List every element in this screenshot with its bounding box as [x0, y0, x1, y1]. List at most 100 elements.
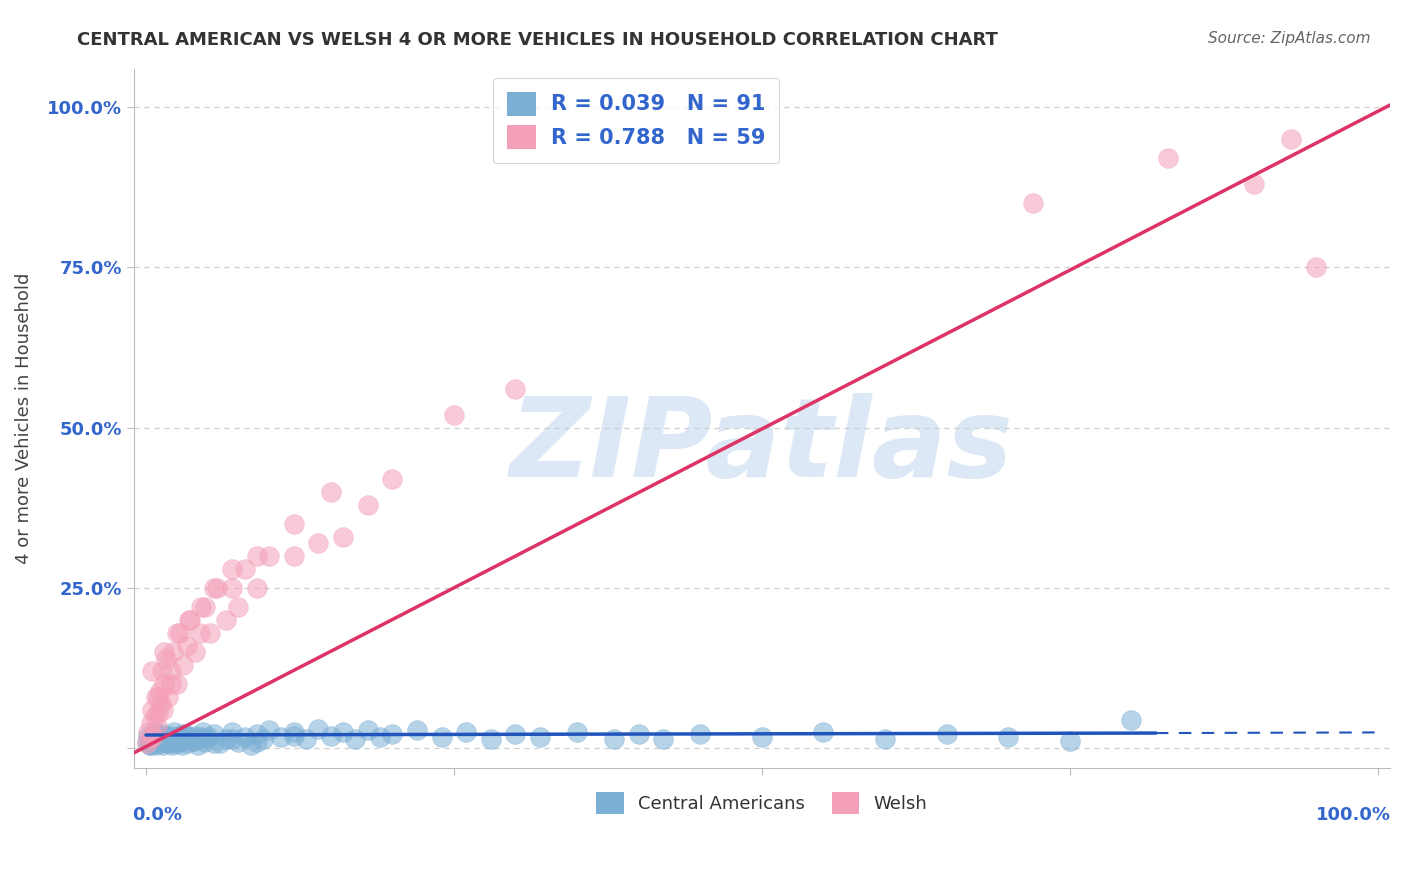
- Point: [179, 730, 201, 744]
- Point: [155, 651, 177, 665]
- Point: [148, 736, 170, 750]
- Point: [179, 613, 201, 627]
- Point: [149, 729, 172, 743]
- Point: [188, 731, 211, 746]
- Point: [157, 736, 180, 750]
- Point: [307, 536, 329, 550]
- Point: [169, 626, 191, 640]
- Point: [149, 697, 172, 711]
- Point: [406, 723, 429, 738]
- Point: [221, 731, 243, 746]
- Point: [194, 735, 217, 749]
- Point: [138, 731, 160, 746]
- Point: [344, 731, 367, 746]
- Point: [172, 727, 194, 741]
- Point: [381, 472, 404, 486]
- Point: [228, 600, 250, 615]
- Point: [443, 408, 465, 422]
- Point: [174, 727, 197, 741]
- Point: [138, 725, 160, 739]
- Point: [148, 690, 170, 705]
- Point: [270, 730, 292, 744]
- Point: [873, 731, 896, 746]
- Point: [163, 725, 186, 739]
- Point: [145, 690, 167, 705]
- Point: [170, 738, 193, 752]
- Point: [188, 626, 211, 640]
- Point: [368, 730, 391, 744]
- Point: [246, 735, 269, 749]
- Point: [283, 729, 305, 743]
- Point: [332, 530, 354, 544]
- Point: [751, 730, 773, 744]
- Point: [505, 382, 527, 396]
- Point: [603, 731, 626, 746]
- Point: [198, 626, 221, 640]
- Point: [177, 736, 200, 750]
- Point: [239, 738, 262, 752]
- Point: [142, 735, 165, 749]
- Point: [176, 639, 198, 653]
- Point: [142, 729, 165, 743]
- Point: [138, 738, 160, 752]
- Point: [159, 677, 181, 691]
- Point: [145, 738, 167, 752]
- Point: [456, 725, 478, 739]
- Point: [148, 706, 170, 721]
- Point: [221, 725, 243, 739]
- Point: [190, 730, 212, 744]
- Point: [221, 581, 243, 595]
- Point: [194, 600, 217, 615]
- Text: 0.0%: 0.0%: [132, 806, 183, 824]
- Point: [319, 484, 342, 499]
- Point: [169, 733, 191, 747]
- Point: [141, 665, 163, 679]
- Point: [150, 665, 173, 679]
- Point: [357, 723, 380, 738]
- Point: [307, 723, 329, 737]
- Point: [529, 730, 551, 744]
- Point: [283, 725, 305, 739]
- Point: [652, 731, 675, 746]
- Point: [190, 600, 212, 615]
- Point: [166, 626, 188, 640]
- Point: [627, 727, 650, 741]
- Point: [141, 703, 163, 717]
- Point: [156, 730, 179, 744]
- Point: [381, 727, 404, 741]
- Point: [1157, 151, 1180, 165]
- Point: [215, 731, 238, 746]
- Point: [166, 677, 188, 691]
- Point: [207, 581, 229, 595]
- Point: [146, 730, 169, 744]
- Point: [157, 690, 180, 705]
- Point: [150, 731, 173, 746]
- Point: [162, 645, 184, 659]
- Point: [1279, 132, 1302, 146]
- Point: [139, 715, 162, 730]
- Point: [184, 645, 207, 659]
- Point: [208, 736, 231, 750]
- Point: [152, 738, 174, 752]
- Point: [187, 738, 209, 752]
- Point: [1305, 260, 1327, 275]
- Point: [935, 727, 957, 741]
- Point: [430, 730, 453, 744]
- Point: [228, 735, 250, 749]
- Point: [136, 735, 159, 749]
- Point: [172, 731, 194, 746]
- Point: [202, 727, 225, 741]
- Point: [153, 727, 176, 741]
- Point: [162, 736, 184, 750]
- Point: [357, 498, 380, 512]
- Point: [1059, 733, 1081, 747]
- Point: [202, 581, 225, 595]
- Point: [165, 735, 187, 749]
- Point: [159, 729, 181, 743]
- Point: [167, 736, 190, 750]
- Point: [1243, 177, 1265, 191]
- Point: [181, 733, 204, 747]
- Point: [153, 645, 176, 659]
- Point: [246, 581, 269, 595]
- Point: [138, 738, 160, 752]
